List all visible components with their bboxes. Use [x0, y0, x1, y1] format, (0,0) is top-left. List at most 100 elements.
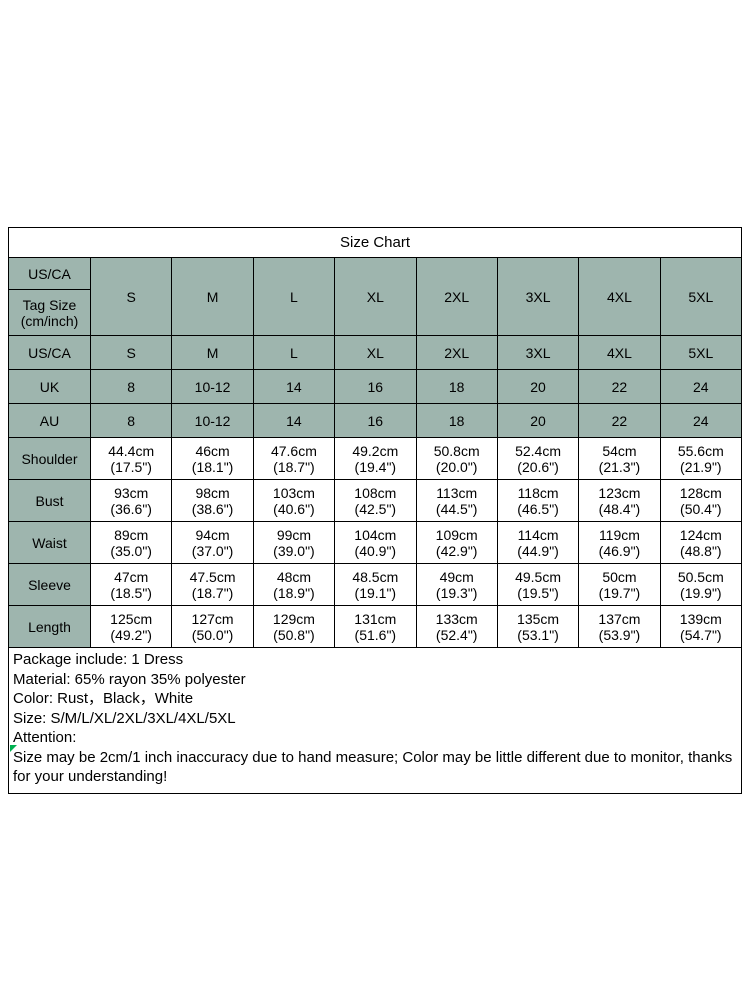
note-line: Package include: 1 Dress	[13, 651, 184, 668]
note-line: Size: S/M/L/XL/2XL/3XL/4XL/5XL	[13, 709, 236, 727]
size-cell: 103cm (40.6")	[252, 479, 336, 522]
size-cell: 139cm (54.7")	[659, 605, 743, 648]
size-cell: 3XL	[496, 335, 580, 370]
size-cell: 20	[496, 369, 580, 404]
size-cell: 123cm (48.4")	[578, 479, 661, 522]
size-cell: 22	[578, 403, 661, 438]
size-cell: 48.5cm (19.1")	[334, 563, 417, 606]
note-line: Size may be 2cm/1 inch inaccuracy due to…	[13, 748, 733, 786]
size-cell: 135cm (53.1")	[496, 605, 580, 648]
notes-box: Package include: 1 Dress Material: 65% ra…	[8, 648, 742, 794]
size-cell: 8	[89, 369, 173, 404]
size-row: Sleeve 47cm (18.5") 47.5cm (18.7") 48cm (18…	[8, 563, 743, 606]
size-cell: 47cm (18.5")	[89, 563, 173, 606]
size-row: Bust 93cm (36.6") 98cm (38.6") 103cm (40.6"…	[8, 479, 743, 522]
row-label: Waist	[8, 521, 91, 564]
row-label: Shoulder	[8, 437, 91, 480]
comment-marker-icon	[10, 745, 17, 752]
size-cell: 114cm (44.9")	[496, 521, 580, 564]
header-size-cell: 4XL	[578, 257, 661, 336]
header-size-cell: S	[89, 257, 173, 336]
size-cell: 49.5cm (19.5")	[496, 563, 580, 606]
size-cell: 54cm (21.3")	[578, 437, 661, 480]
size-cell: 18	[415, 403, 498, 438]
size-row: AU 8 10-12 14 16 18 20 22 24	[8, 403, 743, 438]
size-row: UK 8 10-12 14 16 18 20 22 24	[8, 369, 743, 404]
size-cell: 119cm (46.9")	[578, 521, 661, 564]
size-cell: 48cm (18.9")	[252, 563, 336, 606]
size-row: Length 125cm (49.2") 127cm (50.0") 129cm (5…	[8, 605, 743, 648]
size-cell: 94cm (37.0")	[171, 521, 254, 564]
size-cell: 47.5cm (18.7")	[171, 563, 254, 606]
size-cell: 125cm (49.2")	[89, 605, 173, 648]
size-row: US/CA S M L XL 2XL 3XL 4XL 5XL	[8, 335, 743, 370]
row-label: US/CA	[8, 335, 91, 370]
size-cell: 49cm (19.3")	[415, 563, 498, 606]
size-cell: 16	[334, 403, 417, 438]
size-cell: 50.5cm (19.9")	[659, 563, 743, 606]
size-cell: 133cm (52.4")	[415, 605, 498, 648]
header-size-cell: 5XL	[659, 257, 743, 336]
size-row: Waist 89cm (35.0") 94cm (37.0") 99cm (39.0"…	[8, 521, 743, 564]
size-cell: 5XL	[659, 335, 743, 370]
header-size-cell: XL	[334, 257, 417, 336]
size-cell: 128cm (50.4")	[659, 479, 743, 522]
size-cell: 10-12	[171, 403, 254, 438]
size-cell: 50.8cm (20.0")	[415, 437, 498, 480]
header-row-bottom: Tag Size (cm/inch)	[8, 289, 742, 336]
size-cell: 14	[252, 369, 336, 404]
size-cell: 18	[415, 369, 498, 404]
size-cell: 131cm (51.6")	[334, 605, 417, 648]
notes-lines: Package include: 1 Dress Material: 65% ra…	[13, 650, 736, 787]
size-cell: 98cm (38.6")	[171, 479, 254, 522]
size-cell: XL	[334, 335, 417, 370]
size-row: Shoulder 44.4cm (17.5") 46cm (18.1") 47.6cm…	[8, 437, 743, 480]
size-cell: 46cm (18.1")	[171, 437, 254, 480]
size-cell: 137cm (53.9")	[578, 605, 661, 648]
header-tag-size-label: Tag Size (cm/inch)	[8, 289, 91, 336]
size-cell: 109cm (42.9")	[415, 521, 498, 564]
header-us-ca-label: US/CA	[8, 257, 91, 290]
title-row: Size Chart	[8, 227, 742, 258]
size-cell: 10-12	[171, 369, 254, 404]
table-title: Size Chart	[8, 227, 742, 258]
size-cell: 47.6cm (18.7")	[252, 437, 336, 480]
size-cell: 16	[334, 369, 417, 404]
size-cell: M	[171, 335, 254, 370]
row-label: Sleeve	[8, 563, 91, 606]
size-cell: 99cm (39.0")	[252, 521, 336, 564]
size-cell: 93cm (36.6")	[89, 479, 173, 522]
size-cell: 24	[659, 403, 743, 438]
row-label: Length	[8, 605, 91, 648]
size-cell: 104cm (40.9")	[334, 521, 417, 564]
size-cell: 49.2cm (19.4")	[334, 437, 417, 480]
size-cell: 129cm (50.8")	[252, 605, 336, 648]
size-cell: 14	[252, 403, 336, 438]
size-cell: 118cm (46.5")	[496, 479, 580, 522]
size-chart-header: Size Chart US/CA S M L XL 2XL 3XL 4XL 5XL Tag S…	[8, 227, 743, 336]
size-cell: 89cm (35.0")	[89, 521, 173, 564]
size-cell: 108cm (42.5")	[334, 479, 417, 522]
size-cell: 113cm (44.5")	[415, 479, 498, 522]
size-cell: 55.6cm (21.9")	[659, 437, 743, 480]
row-label: UK	[8, 369, 91, 404]
size-cell: 2XL	[415, 335, 498, 370]
size-chart-table: Size Chart US/CA S M L XL 2XL 3XL 4XL 5XL Tag S…	[8, 227, 743, 648]
size-rows: US/CA S M L XL 2XL 3XL 4XL 5XL UK 8 10-12 14 16 18 20 22…	[8, 335, 743, 648]
size-cell: S	[89, 335, 173, 370]
header-row-top: US/CA S M L XL 2XL 3XL 4XL 5XL	[8, 257, 743, 336]
size-cell: 127cm (50.0")	[171, 605, 254, 648]
size-cell: 4XL	[578, 335, 661, 370]
note-line: Color: Rust，Black，White	[13, 690, 194, 707]
size-cell: 8	[89, 403, 173, 438]
size-cell: 44.4cm (17.5")	[89, 437, 173, 480]
size-cell: 124cm (48.8")	[659, 521, 743, 564]
header-size-cell: M	[171, 257, 254, 336]
size-cell: 24	[659, 369, 743, 404]
size-cell: L	[252, 335, 336, 370]
size-cell: 20	[496, 403, 580, 438]
note-line: Material: 65% rayon 35% polyester	[13, 670, 246, 688]
header-size-cell: 3XL	[496, 257, 580, 336]
header-size-cell: L	[252, 257, 336, 336]
